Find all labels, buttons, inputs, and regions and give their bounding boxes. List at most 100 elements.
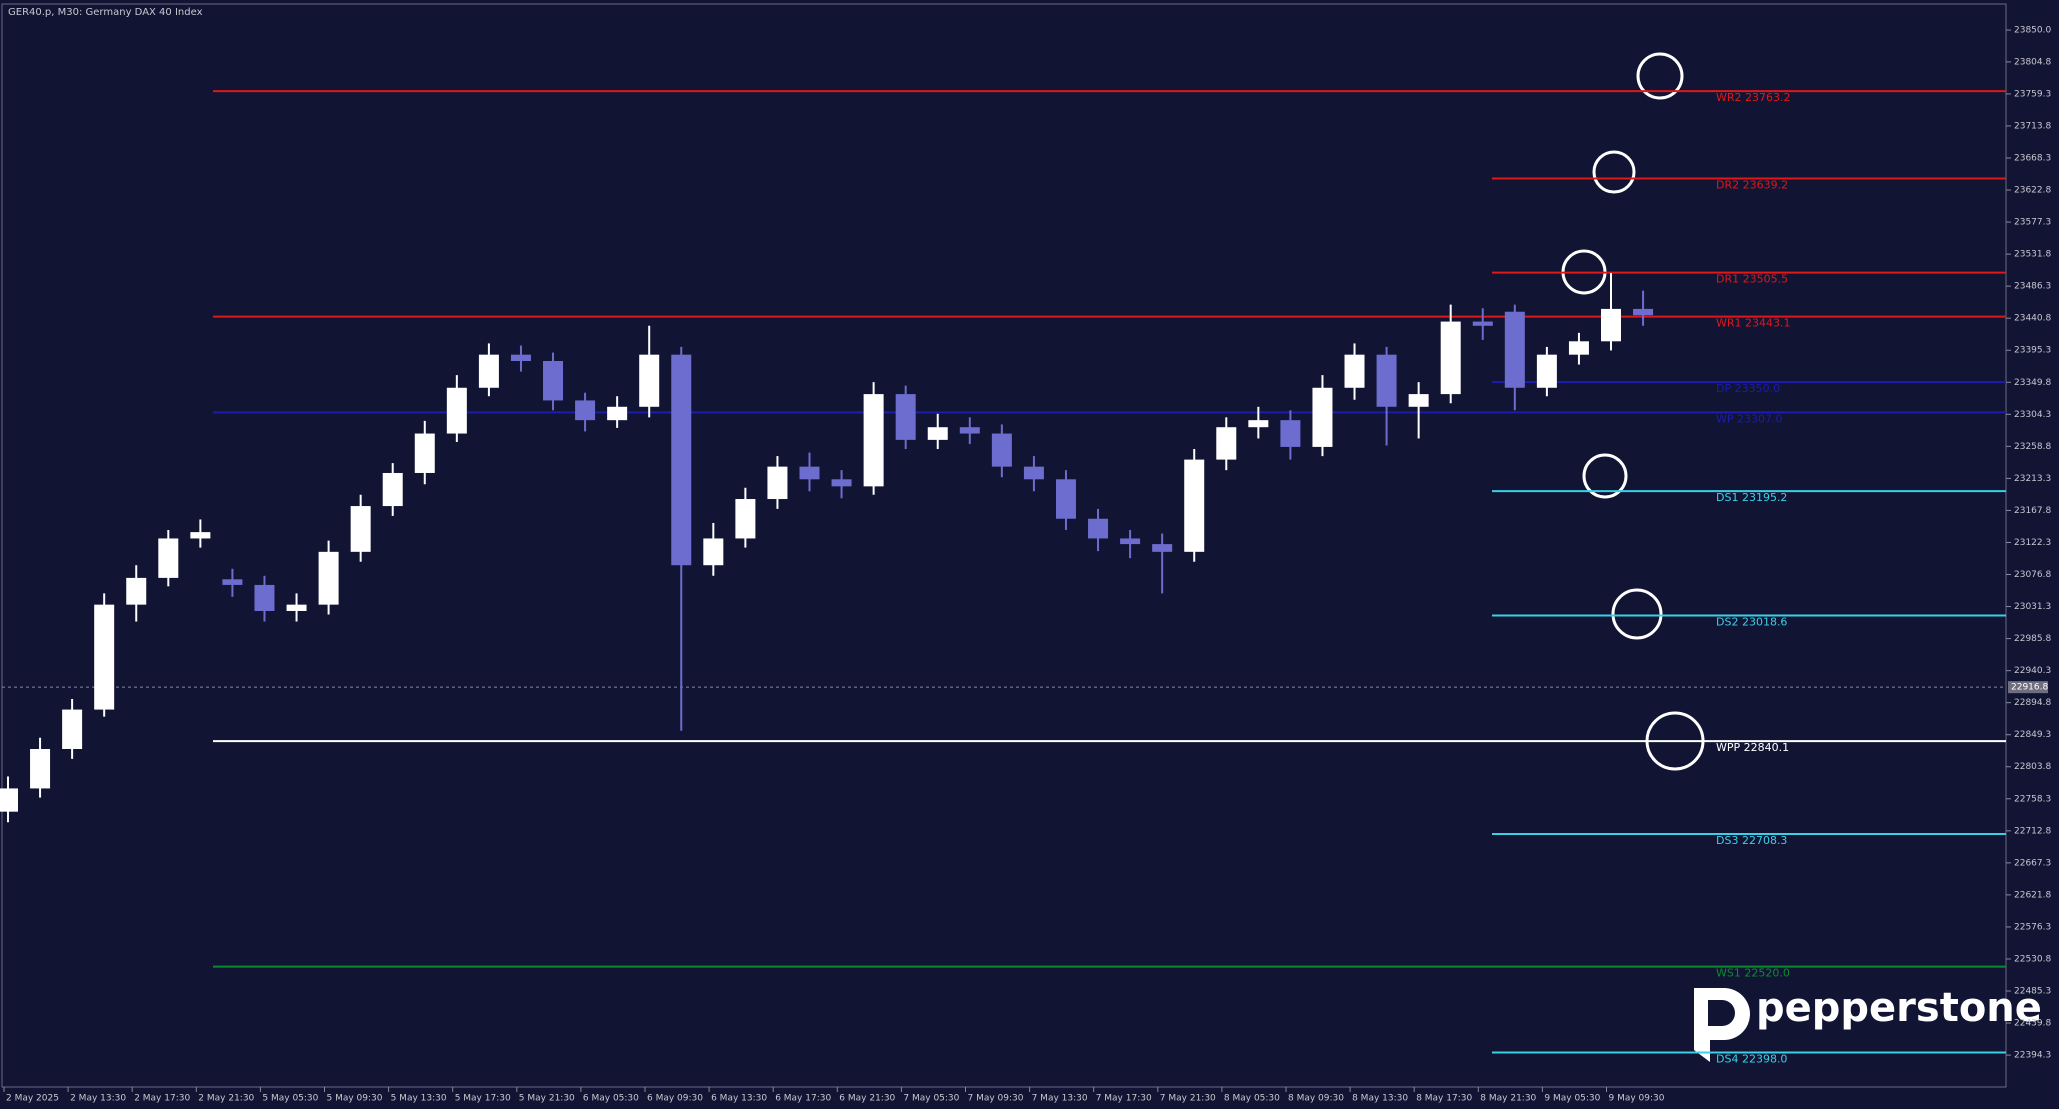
x-tick-label: 5 May 13:30 xyxy=(391,1094,447,1104)
x-tick-label: 6 May 21:30 xyxy=(839,1094,895,1104)
pivot-label: DS4 22398.0 xyxy=(1716,1052,1787,1065)
x-tick-label: 5 May 05:30 xyxy=(262,1094,318,1104)
candle-body xyxy=(703,538,724,566)
candle-body xyxy=(831,479,852,487)
y-tick-label: 23440.8 xyxy=(2014,314,2051,324)
candle-body xyxy=(1184,459,1205,552)
candle-body xyxy=(0,788,18,812)
candle-body xyxy=(863,394,884,487)
x-tick-label: 7 May 09:30 xyxy=(968,1094,1024,1104)
candle-body xyxy=(607,406,628,421)
logo-cut xyxy=(1708,1000,1735,1026)
x-tick-label: 2 May 13:30 xyxy=(70,1094,126,1104)
x-tick-label: 5 May 21:30 xyxy=(519,1094,575,1104)
y-tick-label: 22394.3 xyxy=(2014,1051,2051,1061)
x-tick-label: 6 May 05:30 xyxy=(583,1094,639,1104)
x-tick-label: 9 May 09:30 xyxy=(1609,1094,1665,1104)
y-tick-label: 23486.3 xyxy=(2014,282,2051,292)
y-tick-label: 23759.3 xyxy=(2014,89,2051,99)
x-tick-label: 6 May 13:30 xyxy=(711,1094,767,1104)
candle-body xyxy=(735,499,756,539)
circle xyxy=(1611,588,1663,640)
plot-frame xyxy=(1,3,2007,1088)
candle-body xyxy=(1601,308,1621,342)
x-tick-label: 7 May 21:30 xyxy=(1160,1094,1216,1104)
candle-body xyxy=(254,584,275,611)
y-tick-label: 23668.3 xyxy=(2014,154,2051,164)
candle-body xyxy=(1120,538,1141,545)
candle-body xyxy=(1376,354,1397,407)
y-tick-label: 23258.8 xyxy=(2014,442,2051,452)
pivot-label: WR1 23443.1 xyxy=(1716,317,1791,330)
x-tick-label: 8 May 05:30 xyxy=(1224,1094,1280,1104)
pivot-label: WP 23307.0 xyxy=(1716,412,1783,425)
chart-title: GER40.p, M30: Germany DAX 40 Index xyxy=(8,7,203,18)
pivot-label: DS1 23195.2 xyxy=(1716,491,1787,504)
candle-body xyxy=(94,604,115,710)
candle-body xyxy=(959,427,980,434)
candle-body xyxy=(543,361,564,401)
y-tick-label: 23850.0 xyxy=(2014,26,2051,36)
candle-body xyxy=(1472,321,1493,326)
x-tick-label: 2 May 17:30 xyxy=(134,1094,190,1104)
x-tick-label: 8 May 17:30 xyxy=(1416,1094,1472,1104)
y-tick-label: 22894.8 xyxy=(2014,698,2051,708)
candle-body xyxy=(446,387,467,434)
x-tick-label: 8 May 09:30 xyxy=(1288,1094,1344,1104)
pivot-label: WS1 22520.0 xyxy=(1716,967,1790,980)
current-price-label: 22916.8 xyxy=(2011,683,2048,693)
candle-body xyxy=(671,354,692,566)
y-tick-label: 22803.8 xyxy=(2014,762,2051,772)
candle-body xyxy=(1023,466,1044,480)
y-tick-label: 22758.3 xyxy=(2014,794,2051,804)
candle-body xyxy=(190,532,211,539)
pivot-label: DS3 22708.3 xyxy=(1716,834,1787,847)
candle-body xyxy=(1312,387,1333,447)
current-price-box xyxy=(2008,681,2048,694)
y-tick-label: 23395.3 xyxy=(2014,346,2051,356)
candle-body xyxy=(991,433,1012,467)
y-tick-label: 23577.3 xyxy=(2014,218,2051,228)
pivot-label: DR1 23505.5 xyxy=(1716,273,1788,286)
candle-body xyxy=(575,400,596,421)
candle-body xyxy=(639,354,660,407)
candle-body xyxy=(1633,308,1654,316)
candle-body xyxy=(1408,394,1429,407)
candle-body xyxy=(1440,321,1461,395)
x-tick-label: 8 May 13:30 xyxy=(1352,1094,1408,1104)
y-tick-label: 23122.3 xyxy=(2014,538,2051,548)
x-tick-label: 6 May 17:30 xyxy=(775,1094,831,1104)
y-tick-label: 22485.3 xyxy=(2014,987,2051,997)
y-tick-label: 23531.8 xyxy=(2014,250,2051,260)
y-tick-label: 22621.8 xyxy=(2014,890,2051,900)
x-tick-label: 7 May 13:30 xyxy=(1032,1094,1088,1104)
x-tick-label: 6 May 09:30 xyxy=(647,1094,703,1104)
candle-body xyxy=(158,538,179,578)
x-tick-label: 2 May 21:30 xyxy=(198,1094,254,1104)
candle-body xyxy=(62,709,83,750)
x-tick-label: 7 May 05:30 xyxy=(903,1094,959,1104)
x-tick-label: 8 May 21:30 xyxy=(1480,1094,1536,1104)
y-tick-label: 23713.8 xyxy=(2014,121,2051,131)
candle-body xyxy=(510,354,531,362)
circle xyxy=(1582,453,1628,499)
candle-body xyxy=(1088,518,1109,539)
y-tick-label: 23622.8 xyxy=(2014,186,2051,196)
circle xyxy=(1592,150,1636,194)
candle-body xyxy=(895,394,916,440)
candle-body xyxy=(222,579,243,585)
candle-body xyxy=(126,577,147,605)
candle-body xyxy=(927,427,948,440)
x-tick-label: 5 May 09:30 xyxy=(327,1094,383,1104)
candle-body xyxy=(286,604,307,611)
candle-body xyxy=(478,354,499,388)
candle-body xyxy=(30,749,51,789)
y-tick-label: 23076.8 xyxy=(2014,570,2051,580)
candle-body xyxy=(1248,420,1269,428)
x-tick-label: 9 May 05:30 xyxy=(1544,1094,1600,1104)
y-tick-label: 22530.8 xyxy=(2014,954,2051,964)
candle-body xyxy=(767,466,788,500)
candle-body xyxy=(799,466,820,480)
